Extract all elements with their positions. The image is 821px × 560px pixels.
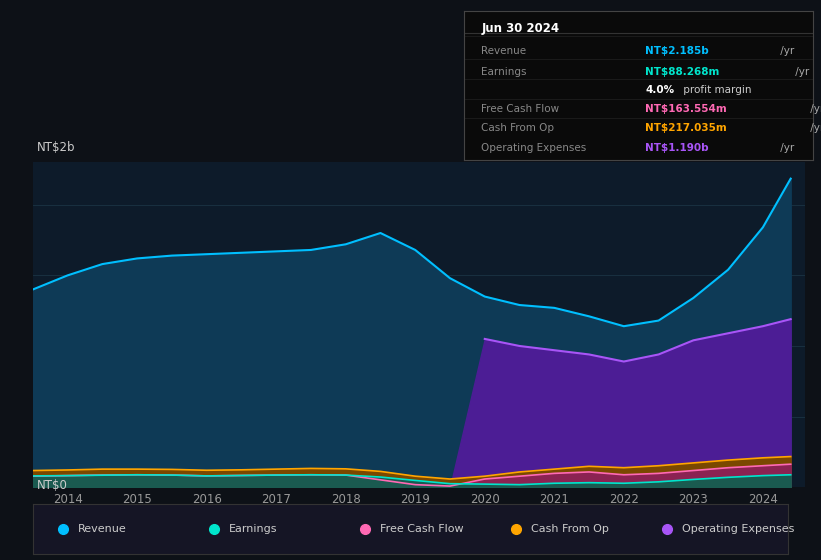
Text: Revenue: Revenue <box>78 524 127 534</box>
Text: Cash From Op: Cash From Op <box>531 524 609 534</box>
Text: Free Cash Flow: Free Cash Flow <box>380 524 464 534</box>
Text: NT$1.190b: NT$1.190b <box>645 143 709 153</box>
Text: NT$2b: NT$2b <box>37 141 76 154</box>
Text: NT$217.035m: NT$217.035m <box>645 123 727 133</box>
Text: 4.0%: 4.0% <box>645 85 674 95</box>
Text: Earnings: Earnings <box>229 524 277 534</box>
Text: /yr: /yr <box>806 104 821 114</box>
Text: /yr: /yr <box>777 46 795 56</box>
Text: Operating Expenses: Operating Expenses <box>682 524 795 534</box>
Text: Earnings: Earnings <box>481 67 527 77</box>
Text: Revenue: Revenue <box>481 46 526 56</box>
Text: NT$0: NT$0 <box>37 479 68 492</box>
Text: NT$163.554m: NT$163.554m <box>645 104 727 114</box>
Text: NT$88.268m: NT$88.268m <box>645 67 720 77</box>
Text: Free Cash Flow: Free Cash Flow <box>481 104 559 114</box>
Text: profit margin: profit margin <box>680 85 752 95</box>
Text: Operating Expenses: Operating Expenses <box>481 143 586 153</box>
Text: Jun 30 2024: Jun 30 2024 <box>481 22 559 35</box>
Text: Cash From Op: Cash From Op <box>481 123 554 133</box>
Text: /yr: /yr <box>777 143 795 153</box>
Text: /yr: /yr <box>806 123 821 133</box>
Text: NT$2.185b: NT$2.185b <box>645 46 709 56</box>
Text: /yr: /yr <box>792 67 810 77</box>
